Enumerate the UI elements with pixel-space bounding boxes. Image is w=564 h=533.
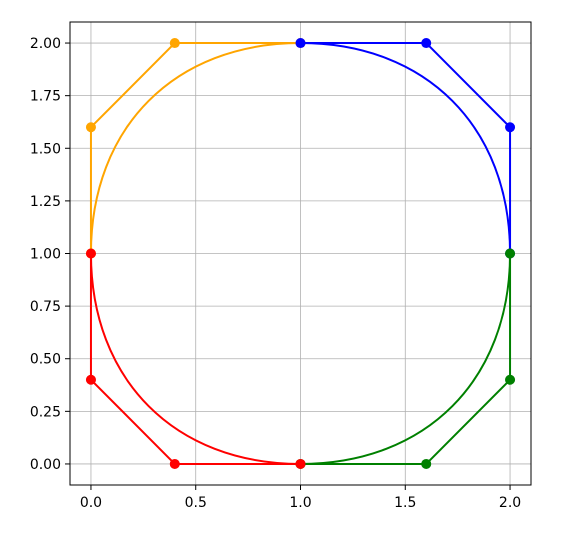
control-point: [421, 458, 432, 469]
control-point: [295, 38, 306, 49]
control-point: [505, 374, 516, 385]
x-tick-label: 0.5: [185, 495, 207, 511]
y-axis: 0.00 0.25 0.50 0.75 1.00 1.25 1.50 1.75 2.00: [30, 36, 70, 473]
control-point: [421, 38, 432, 49]
control-polygon: [300, 42, 512, 254]
control-point: [169, 458, 180, 469]
x-tick-label: 2.0: [499, 495, 521, 511]
control-point: [295, 458, 306, 469]
y-tick-label: 1.25: [30, 194, 61, 210]
series-3: [295, 248, 516, 469]
bezier-curve: [89, 42, 301, 254]
control-point: [169, 38, 180, 49]
y-tick-label: 0.75: [30, 299, 61, 315]
series-4: [85, 248, 306, 469]
bezier-curve: [300, 253, 512, 465]
x-tick-label: 0.0: [80, 495, 102, 511]
control-point: [85, 374, 96, 385]
x-axis: 0.0 0.5 1.0 1.5 2.0: [80, 485, 521, 511]
y-tick-label: 1.75: [30, 89, 61, 105]
control-point: [505, 122, 516, 133]
series-layer: [85, 38, 516, 469]
x-tick-label: 1.0: [289, 495, 311, 511]
y-tick-label: 1.50: [30, 141, 61, 157]
x-tick-label: 1.5: [394, 495, 416, 511]
y-tick-label: 0.00: [30, 457, 61, 473]
bezier-curve: [89, 253, 301, 465]
control-polygon: [89, 42, 301, 254]
control-point: [85, 248, 96, 259]
series-2: [295, 38, 516, 259]
y-tick-label: 0.50: [30, 352, 61, 368]
control-point: [505, 248, 516, 259]
control-polygon: [89, 253, 301, 465]
control-point: [85, 122, 96, 133]
y-tick-label: 1.00: [30, 247, 61, 263]
bezier-curve: [300, 42, 512, 254]
control-polygon: [300, 253, 512, 465]
y-tick-label: 0.25: [30, 404, 61, 420]
y-tick-label: 2.00: [30, 36, 61, 52]
